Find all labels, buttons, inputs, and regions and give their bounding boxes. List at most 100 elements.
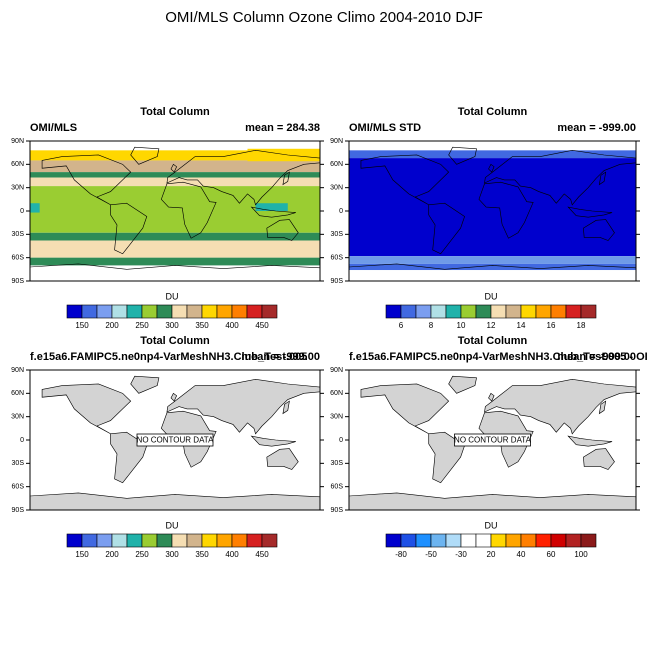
lat-label: 90N <box>11 367 24 374</box>
lat-label: 60S <box>331 255 344 262</box>
colorbar-box <box>520 304 537 319</box>
field-band <box>30 232 320 241</box>
colorbar-box <box>505 304 522 319</box>
panel: Total Column OMI/MLS STD mean = -999.00 90N… <box>330 106 640 330</box>
colorbar-box <box>400 533 417 548</box>
colorbar-box <box>171 304 188 319</box>
lat-label: 90S <box>12 507 25 514</box>
lat-label: 60N <box>11 161 24 168</box>
lat-label: 0 <box>339 437 343 444</box>
lat-label: 90S <box>331 507 344 514</box>
colorbar-tick-label: 250 <box>135 321 149 330</box>
lat-label: 90N <box>330 367 343 374</box>
field-band <box>349 263 636 271</box>
colorbar-box <box>565 304 582 319</box>
colorbar-box <box>535 533 552 548</box>
panel-header: Total Column <box>458 106 528 118</box>
colorbar-tick-label: -80 <box>395 550 407 559</box>
panel-left-label: f.e15a6.FAMIPC5.ne0np4-VarMeshNH3.Club_T… <box>30 351 307 363</box>
field-band <box>30 172 320 178</box>
field-patch <box>30 203 40 213</box>
no-data-note: NO CONTOUR DATA <box>454 436 532 445</box>
colorbar-box <box>96 304 113 319</box>
colorbar-box <box>126 533 143 548</box>
lat-label: 60N <box>11 390 24 397</box>
colorbar-box <box>231 304 248 319</box>
lat-label: 60N <box>330 161 343 168</box>
panel-left-label: f.e15a6.FAMIPC5.ne0np4-VarMeshNH3.Club_T… <box>349 351 648 363</box>
colorbar-box <box>430 304 447 319</box>
colorbar-tick-label: 60 <box>547 550 556 559</box>
colorbar-box <box>66 304 83 319</box>
colorbar-box <box>201 533 218 548</box>
colorbar-box <box>445 533 462 548</box>
colorbar-box <box>460 533 477 548</box>
colorbar-tick-label: 12 <box>487 321 496 330</box>
panel-left-label: OMI/MLS STD <box>349 122 421 134</box>
colorbar-box <box>505 533 522 548</box>
lat-label: 30S <box>12 460 25 467</box>
lat-label: 90N <box>330 138 343 145</box>
colorbar-tick-label: -30 <box>455 550 467 559</box>
colorbar-tick-label: 150 <box>75 550 89 559</box>
colorbar-box <box>156 533 173 548</box>
colorbar-tick-label: 350 <box>195 321 209 330</box>
colorbar-tick-label: 350 <box>195 550 209 559</box>
colorbar-tick-label: 6 <box>399 321 404 330</box>
lat-label: 30S <box>12 231 25 238</box>
colorbar-tick-label: 20 <box>487 550 496 559</box>
colorbar-tick-label: 14 <box>517 321 526 330</box>
panel: Total Column OMI/MLS mean = 284.38 90N 60N 30… <box>11 106 324 330</box>
colorbar-box <box>385 533 402 548</box>
panel-header: Total Column <box>458 335 528 347</box>
colorbar-box <box>565 533 582 548</box>
colorbar-box <box>216 533 233 548</box>
colorbar-box <box>475 304 492 319</box>
lat-label: 90S <box>331 278 344 285</box>
lat-label: 30S <box>331 231 344 238</box>
colorbar-box <box>81 304 98 319</box>
colorbar-box <box>111 533 128 548</box>
field-band <box>30 150 320 161</box>
panel-right-label: mean = -999.00 <box>557 122 636 134</box>
panel-header: Total Column <box>140 106 210 118</box>
lat-label: 90S <box>12 278 25 285</box>
colorbar-box <box>186 304 203 319</box>
colorbar-tick-label: 300 <box>165 321 179 330</box>
colorbar-box <box>126 304 143 319</box>
colorbar-box <box>475 533 492 548</box>
no-data-note: NO CONTOUR DATA <box>137 436 215 445</box>
map <box>349 141 636 281</box>
colorbar-tick-label: 250 <box>135 550 149 559</box>
lat-label: 60S <box>12 255 25 262</box>
colorbar-tick-label: 18 <box>577 321 586 330</box>
panel: Total Column f.e15a6.FAMIPC5.ne0np4-VarMe… <box>11 335 324 559</box>
field-patch <box>255 203 288 211</box>
colorbar-tick-label: 8 <box>429 321 434 330</box>
colorbar-box <box>445 304 462 319</box>
panel-header: Total Column <box>140 335 210 347</box>
colorbar-tick-label: -50 <box>425 550 437 559</box>
colorbar-tick-label: 100 <box>574 550 588 559</box>
colorbar-box <box>490 304 507 319</box>
note-box <box>454 433 531 447</box>
colorbar-tick-label: 200 <box>105 321 119 330</box>
colorbar-box <box>141 533 158 548</box>
lat-label: 0 <box>339 208 343 215</box>
field-band <box>349 256 636 264</box>
colorbar-box <box>550 533 567 548</box>
colorbar-label: DU <box>485 520 498 530</box>
colorbar-box <box>580 304 597 319</box>
colorbar-box <box>66 533 83 548</box>
colorbar-box <box>535 304 552 319</box>
colorbar-box <box>231 533 248 548</box>
colorbar-label: DU <box>485 291 498 301</box>
colorbar-tick-label: 450 <box>255 550 269 559</box>
colorbar-box <box>96 533 113 548</box>
lat-label: 60N <box>330 390 343 397</box>
colorbar-tick-label: 400 <box>225 321 239 330</box>
colorbar-box <box>246 533 263 548</box>
colorbar-tick-label: 450 <box>255 321 269 330</box>
colorbar-box <box>580 533 597 548</box>
panel: Total Column f.e15a6.FAMIPC5.ne0np4-VarMe… <box>330 335 648 559</box>
